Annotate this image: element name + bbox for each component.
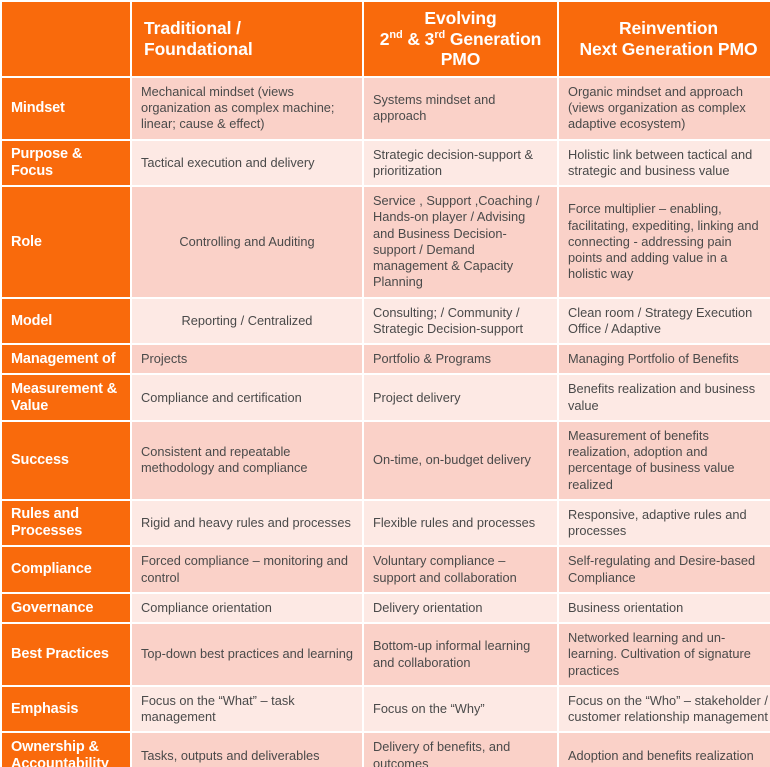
table-row: Purpose & Focus Tactical execution and d… <box>2 140 770 186</box>
cell-purpose-reinvention: Holistic link between tactical and strat… <box>559 140 770 186</box>
cell-purpose-traditional: Tactical execution and delivery <box>132 140 362 186</box>
cell-role-traditional: Controlling and Auditing <box>132 187 362 297</box>
cell-model-reinvention: Clean room / Strategy Execution Office /… <box>559 298 770 344</box>
cell-management-reinvention: Managing Portfolio of Benefits <box>559 345 770 374</box>
cell-role-evolving: Service , Support ,Coaching / Hands-on p… <box>364 187 557 297</box>
header-corner-cell <box>2 2 130 76</box>
column-header-reinvention-line2: Next Generation PMO <box>579 38 758 59</box>
table-row: Success Consistent and repeatable method… <box>2 421 770 499</box>
table-row: Compliance Forced compliance – monitorin… <box>2 547 770 592</box>
row-label-success: Success <box>2 421 130 499</box>
cell-best-practices-evolving: Bottom-up informal learning and collabor… <box>364 624 557 685</box>
cell-governance-evolving: Delivery orientation <box>364 593 557 623</box>
row-label-mindset: Mindset <box>2 77 130 139</box>
table-row: Emphasis Focus on the “What” – task mana… <box>2 686 770 732</box>
evolving-gen-3-sup: rd <box>434 28 446 41</box>
cell-rules-evolving: Flexible rules and processes <box>364 500 557 546</box>
cell-mindset-traditional: Mechanical mindset (views organization a… <box>132 77 362 139</box>
table-body: Mindset Mechanical mindset (views organi… <box>2 77 770 767</box>
row-label-role: Role <box>2 187 130 297</box>
cell-measurement-traditional: Compliance and certification <box>132 375 362 420</box>
table-header: Traditional / Foundational Evolving 2nd … <box>2 2 770 76</box>
table-row: Ownership & Accountability Tasks, output… <box>2 733 770 767</box>
cell-emphasis-traditional: Focus on the “What” – task management <box>132 686 362 732</box>
cell-ownership-traditional: Tasks, outputs and deliverables <box>132 733 362 767</box>
cell-mindset-reinvention: Organic mindset and approach (views orga… <box>559 77 770 139</box>
cell-best-practices-traditional: Top-down best practices and learning <box>132 624 362 685</box>
column-header-reinvention: Reinvention Next Generation PMO <box>559 2 770 76</box>
cell-compliance-traditional: Forced compliance – monitoring and contr… <box>132 547 362 592</box>
cell-success-reinvention: Measurement of benefits realization, ado… <box>559 421 770 499</box>
cell-mindset-evolving: Systems mindset and approach <box>364 77 557 139</box>
cell-compliance-reinvention: Self-regulating and Desire-based Complia… <box>559 547 770 592</box>
cell-emphasis-evolving: Focus on the “Why” <box>364 686 557 732</box>
row-label-best-practices: Best Practices <box>2 624 130 685</box>
cell-management-evolving: Portfolio & Programs <box>364 345 557 374</box>
cell-success-traditional: Consistent and repeatable methodology an… <box>132 421 362 499</box>
cell-governance-reinvention: Business orientation <box>559 593 770 623</box>
header-row: Traditional / Foundational Evolving 2nd … <box>2 2 770 76</box>
table-row: Management of Projects Portfolio & Progr… <box>2 345 770 374</box>
cell-management-traditional: Projects <box>132 345 362 374</box>
column-header-reinvention-line1: Reinvention <box>618 18 719 39</box>
cell-success-evolving: On-time, on-budget delivery <box>364 421 557 499</box>
cell-rules-reinvention: Responsive, adaptive rules and processes <box>559 500 770 546</box>
column-header-traditional: Traditional / Foundational <box>132 2 362 76</box>
row-label-model: Model <box>2 298 130 344</box>
row-label-governance: Governance <box>2 593 130 623</box>
evolving-gen-2: 2 <box>379 28 390 49</box>
cell-model-evolving: Consulting; / Community / Strategic Deci… <box>364 298 557 344</box>
evolving-gen-2-sup: nd <box>389 28 403 41</box>
cell-role-reinvention: Force multiplier – enabling, facilitatin… <box>559 187 770 297</box>
column-header-evolving-line1: Evolving <box>424 8 497 28</box>
column-header-evolving-line3: PMO <box>440 49 481 70</box>
cell-ownership-reinvention: Adoption and benefits realization <box>559 733 770 767</box>
row-label-compliance: Compliance <box>2 547 130 592</box>
table-row: Measurement & Value Compliance and certi… <box>2 375 770 420</box>
cell-measurement-evolving: Project delivery <box>364 375 557 420</box>
column-header-evolving: Evolving 2nd & 3rd Generation PMO <box>364 2 557 76</box>
evolving-gen-word: Generation <box>445 28 542 49</box>
column-header-traditional-label: Traditional / Foundational <box>144 18 253 59</box>
table-row: Role Controlling and Auditing Service , … <box>2 187 770 297</box>
cell-emphasis-reinvention: Focus on the “Who” – stakeholder / custo… <box>559 686 770 732</box>
table-row: Governance Compliance orientation Delive… <box>2 593 770 623</box>
cell-governance-traditional: Compliance orientation <box>132 593 362 623</box>
table-row: Rules and Processes Rigid and heavy rule… <box>2 500 770 546</box>
row-label-purpose-focus: Purpose & Focus <box>2 140 130 186</box>
cell-rules-traditional: Rigid and heavy rules and processes <box>132 500 362 546</box>
cell-measurement-reinvention: Benefits realization and business value <box>559 375 770 420</box>
row-label-measurement-value: Measurement & Value <box>2 375 130 420</box>
table-row: Best Practices Top-down best practices a… <box>2 624 770 685</box>
evolving-gen-amp: & 3 <box>402 28 435 49</box>
row-label-rules-processes: Rules and Processes <box>2 500 130 546</box>
row-label-management-of: Management of <box>2 345 130 374</box>
cell-compliance-evolving: Voluntary compliance – support and colla… <box>364 547 557 592</box>
cell-model-traditional: Reporting / Centralized <box>132 298 362 344</box>
row-label-ownership-accountability: Ownership & Accountability <box>2 733 130 767</box>
row-label-emphasis: Emphasis <box>2 686 130 732</box>
table-row: Model Reporting / Centralized Consulting… <box>2 298 770 344</box>
cell-ownership-evolving: Delivery of benefits, and outcomes <box>364 733 557 767</box>
table-row: Mindset Mechanical mindset (views organi… <box>2 77 770 139</box>
cell-purpose-evolving: Strategic decision-support & prioritizat… <box>364 140 557 186</box>
column-header-evolving-line2: 2nd & 3rd Generation <box>372 29 549 50</box>
cell-best-practices-reinvention: Networked learning and un-learning. Cult… <box>559 624 770 685</box>
